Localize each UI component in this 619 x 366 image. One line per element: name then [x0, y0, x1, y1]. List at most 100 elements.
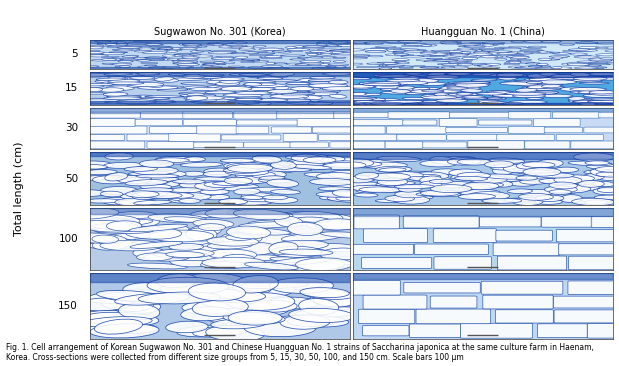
Ellipse shape	[397, 62, 409, 64]
Ellipse shape	[208, 52, 233, 54]
Ellipse shape	[181, 307, 232, 321]
Ellipse shape	[353, 101, 388, 102]
Ellipse shape	[586, 101, 619, 104]
Ellipse shape	[539, 59, 560, 60]
Ellipse shape	[404, 89, 438, 93]
Ellipse shape	[437, 99, 456, 103]
Ellipse shape	[317, 67, 339, 68]
Ellipse shape	[400, 56, 425, 57]
FancyBboxPatch shape	[556, 229, 619, 242]
Ellipse shape	[593, 188, 619, 195]
FancyBboxPatch shape	[277, 111, 334, 119]
Ellipse shape	[179, 198, 201, 203]
Ellipse shape	[538, 58, 552, 60]
Ellipse shape	[377, 62, 397, 63]
Ellipse shape	[137, 60, 151, 61]
Ellipse shape	[291, 154, 322, 162]
Ellipse shape	[112, 212, 157, 219]
Ellipse shape	[318, 49, 342, 51]
Ellipse shape	[576, 49, 597, 51]
Ellipse shape	[395, 55, 414, 56]
Ellipse shape	[379, 68, 392, 69]
Ellipse shape	[139, 160, 174, 168]
Ellipse shape	[298, 78, 322, 82]
Ellipse shape	[130, 242, 183, 249]
Ellipse shape	[261, 57, 282, 59]
Ellipse shape	[292, 87, 321, 90]
Ellipse shape	[549, 75, 590, 79]
Ellipse shape	[224, 177, 253, 184]
Ellipse shape	[236, 228, 290, 235]
Ellipse shape	[422, 67, 439, 68]
Bar	[90, 208, 350, 214]
Ellipse shape	[464, 46, 485, 48]
Ellipse shape	[409, 49, 426, 51]
Ellipse shape	[202, 63, 216, 65]
Ellipse shape	[277, 262, 336, 269]
Ellipse shape	[281, 233, 344, 242]
Ellipse shape	[514, 67, 539, 68]
Ellipse shape	[415, 82, 446, 85]
Ellipse shape	[305, 156, 345, 163]
Ellipse shape	[354, 193, 378, 197]
Ellipse shape	[506, 61, 519, 62]
Ellipse shape	[325, 87, 346, 89]
Ellipse shape	[179, 92, 217, 94]
Ellipse shape	[84, 54, 104, 55]
Ellipse shape	[365, 43, 384, 44]
Ellipse shape	[493, 44, 504, 45]
Ellipse shape	[79, 52, 104, 54]
Ellipse shape	[310, 179, 354, 186]
Ellipse shape	[585, 200, 607, 205]
Ellipse shape	[214, 62, 225, 63]
Ellipse shape	[180, 162, 223, 167]
Ellipse shape	[300, 61, 321, 63]
Ellipse shape	[503, 164, 535, 173]
FancyBboxPatch shape	[508, 126, 545, 134]
Ellipse shape	[257, 83, 276, 86]
Ellipse shape	[136, 98, 156, 101]
Bar	[90, 67, 350, 69]
Ellipse shape	[210, 67, 223, 70]
Ellipse shape	[482, 174, 527, 179]
Ellipse shape	[381, 92, 421, 94]
Ellipse shape	[313, 56, 337, 58]
Ellipse shape	[412, 172, 449, 180]
Bar	[353, 72, 613, 76]
FancyBboxPatch shape	[449, 112, 510, 118]
Ellipse shape	[521, 66, 547, 68]
Ellipse shape	[404, 43, 427, 45]
Ellipse shape	[142, 175, 170, 184]
Ellipse shape	[508, 189, 532, 194]
Ellipse shape	[544, 186, 578, 193]
Ellipse shape	[82, 215, 140, 227]
Ellipse shape	[235, 315, 275, 324]
Ellipse shape	[101, 197, 132, 205]
FancyBboxPatch shape	[403, 216, 479, 228]
Ellipse shape	[316, 43, 327, 45]
Ellipse shape	[309, 83, 348, 88]
Ellipse shape	[168, 74, 186, 75]
Ellipse shape	[272, 240, 328, 250]
Ellipse shape	[214, 86, 242, 90]
Ellipse shape	[228, 198, 274, 205]
Ellipse shape	[322, 163, 362, 170]
Ellipse shape	[451, 53, 463, 56]
Ellipse shape	[177, 59, 197, 60]
Ellipse shape	[241, 193, 274, 199]
Ellipse shape	[332, 190, 359, 197]
Ellipse shape	[267, 89, 298, 93]
Ellipse shape	[119, 59, 144, 60]
FancyBboxPatch shape	[87, 119, 135, 127]
Ellipse shape	[393, 51, 415, 52]
Ellipse shape	[329, 50, 347, 51]
FancyBboxPatch shape	[350, 134, 397, 141]
Ellipse shape	[207, 237, 259, 246]
Ellipse shape	[119, 66, 131, 68]
Ellipse shape	[392, 171, 435, 177]
Ellipse shape	[286, 63, 301, 65]
Ellipse shape	[212, 57, 222, 59]
Ellipse shape	[107, 60, 123, 61]
Ellipse shape	[507, 53, 524, 55]
Ellipse shape	[508, 66, 526, 68]
